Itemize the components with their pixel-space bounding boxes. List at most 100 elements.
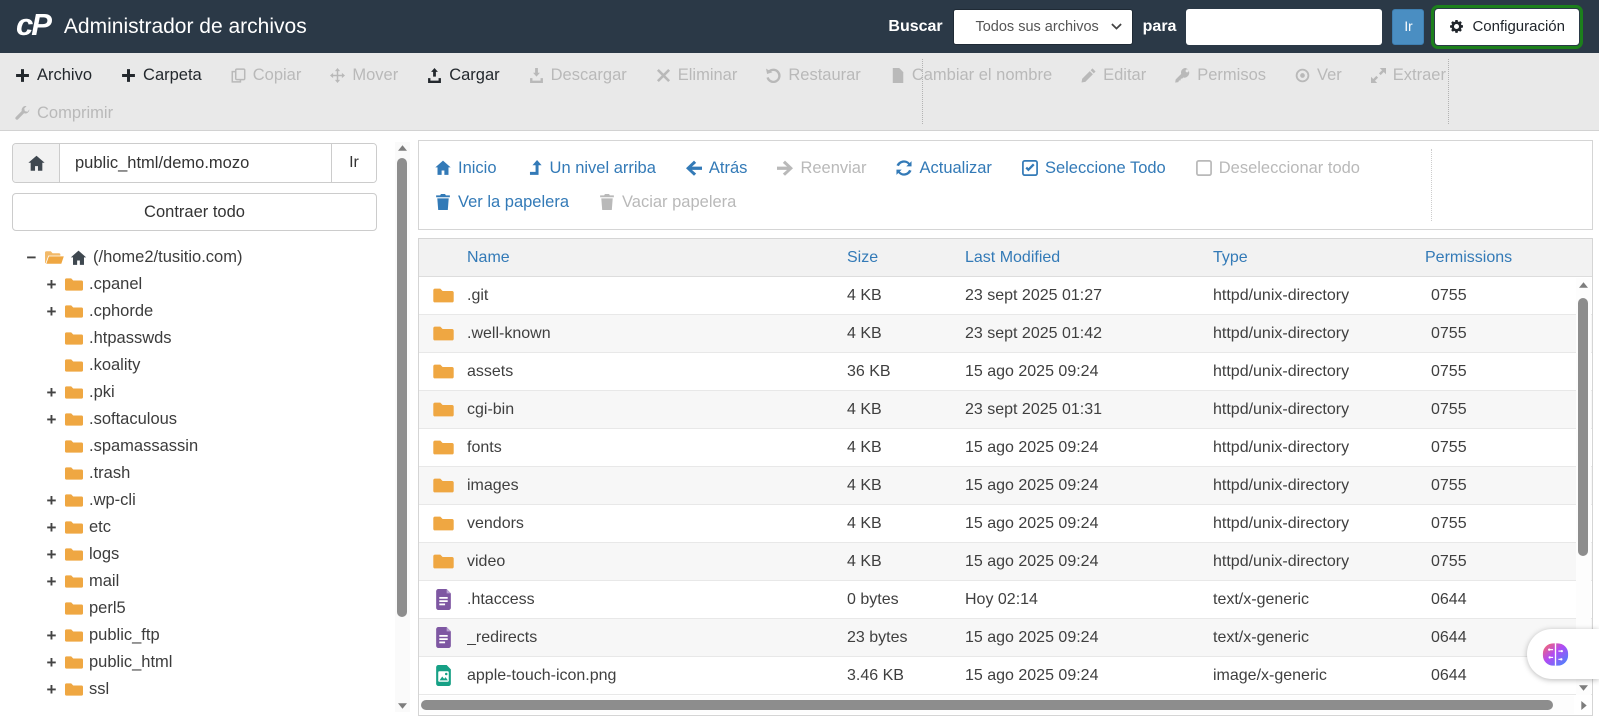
- toolbar-item-copiar[interactable]: Copiar: [231, 66, 301, 85]
- column-header-type[interactable]: Type: [1213, 248, 1248, 266]
- action-toolbar: Archivo Carpeta Copiar Mover Cargar Descargar…: [0, 53, 1599, 131]
- nav-item-deseleccionar-todo[interactable]: Deseleccionar todo: [1196, 159, 1360, 178]
- toolbar-item-archivo[interactable]: Archivo: [15, 66, 92, 85]
- scroll-up-icon[interactable]: [398, 145, 407, 151]
- top-bar: cP Administrador de archivos Buscar Todo…: [0, 0, 1599, 53]
- nav-item-atras[interactable]: Atrás: [686, 159, 747, 178]
- tree-item-pki[interactable]: + .pki: [12, 379, 412, 406]
- toolbar-item-editar[interactable]: Editar: [1081, 66, 1146, 85]
- tree-item-public-ftp[interactable]: + public_ftp: [12, 622, 412, 649]
- tree-item-softaculous[interactable]: + .softaculous: [12, 406, 412, 433]
- plus-expander-icon[interactable]: +: [46, 274, 57, 294]
- plus-expander-icon[interactable]: +: [46, 382, 57, 402]
- tree-item-label: .pki: [89, 383, 115, 401]
- file-row-fonts[interactable]: fonts 4 KB 15 ago 2025 09:24 httpd/unix-dir…: [419, 429, 1592, 467]
- tree-item-cphorde[interactable]: + .cphorde: [12, 298, 412, 325]
- file-row-cgi-bin[interactable]: cgi-bin 4 KB 23 sept 2025 01:31 httpd/unix-…: [419, 391, 1592, 429]
- toolbar-item-extraer[interactable]: Extraer: [1371, 66, 1446, 85]
- search-scope-select[interactable]: Todos sus archivos: [952, 8, 1133, 45]
- path-home-button[interactable]: [13, 144, 60, 182]
- nav-item-inicio[interactable]: Inicio: [435, 159, 497, 178]
- tree-item-home2-tusitio-com[interactable]: − (/home2/tusitio.com): [12, 244, 412, 271]
- tree-item-label: perl5: [89, 599, 126, 617]
- path-go-button[interactable]: Ir: [331, 144, 376, 182]
- scroll-down-icon[interactable]: [398, 703, 407, 709]
- tree-item-trash[interactable]: .trash: [12, 460, 412, 487]
- tree-item-htpasswds[interactable]: .htpasswds: [12, 325, 412, 352]
- settings-button[interactable]: Configuración: [1431, 4, 1583, 49]
- nav-item-vaciar-papelera[interactable]: Vaciar papelera: [599, 193, 736, 212]
- tree-item-logs[interactable]: + logs: [12, 541, 412, 568]
- nav-item-un-nivel-arriba[interactable]: Un nivel arriba: [527, 159, 656, 178]
- nav-item-seleccione-todo[interactable]: Seleccione Todo: [1022, 159, 1166, 178]
- toolbar-item-comprimir[interactable]: Comprimir: [15, 104, 113, 123]
- scroll-up-icon[interactable]: [1579, 282, 1588, 288]
- file-icon-cell: [419, 553, 467, 570]
- tree-item-koality[interactable]: .koality: [12, 352, 412, 379]
- cell-name: cgi-bin: [467, 400, 515, 418]
- toolbar-item-permisos[interactable]: Permisos: [1175, 66, 1266, 85]
- plus-expander-icon[interactable]: +: [46, 301, 57, 321]
- toolbar-item-cambiar-el-nombre[interactable]: Cambiar el nombre: [890, 66, 1052, 85]
- scrollbar-thumb[interactable]: [397, 158, 407, 617]
- toolbar-item-descargar[interactable]: Descargar: [529, 66, 627, 85]
- search-go-button[interactable]: Ir: [1392, 8, 1425, 45]
- file-row-video[interactable]: video 4 KB 15 ago 2025 09:24 httpd/unix-dir…: [419, 543, 1592, 581]
- plus-expander-icon[interactable]: +: [46, 625, 57, 645]
- scrollbar-thumb[interactable]: [1578, 298, 1588, 556]
- search-input[interactable]: [1186, 8, 1383, 45]
- sidebar-scrollbar[interactable]: [395, 142, 410, 712]
- toolbar-item-restaurar[interactable]: Restaurar: [766, 66, 861, 85]
- tree-item-ssl[interactable]: + ssl: [12, 676, 412, 703]
- scroll-down-icon[interactable]: [1579, 685, 1588, 691]
- toolbar-item-eliminar[interactable]: Eliminar: [656, 66, 737, 85]
- tree-item-label: .wp-cli: [89, 491, 136, 509]
- tree-item-cpanel[interactable]: + .cpanel: [12, 271, 412, 298]
- collapse-all-button[interactable]: Contraer todo: [12, 193, 377, 231]
- ai-assistant-button[interactable]: [1527, 629, 1599, 679]
- file-row-htaccess[interactable]: .htaccess 0 bytes Hoy 02:14 text/x-generic 0…: [419, 581, 1592, 619]
- plus-expander-icon[interactable]: +: [46, 652, 57, 672]
- toolbar-item-cargar[interactable]: Cargar: [427, 66, 500, 85]
- toolbar-item-ver[interactable]: Ver: [1295, 66, 1342, 85]
- plus-expander-icon[interactable]: +: [46, 409, 57, 429]
- toolbar-row-1: Archivo Carpeta Copiar Mover Cargar Descargar…: [0, 53, 1599, 97]
- nav-item-actualizar[interactable]: Actualizar: [896, 159, 992, 178]
- tree-item-mail[interactable]: + mail: [12, 568, 412, 595]
- toolbar-item-carpeta[interactable]: Carpeta: [121, 66, 202, 85]
- file-row-git[interactable]: .git 4 KB 23 sept 2025 01:27 httpd/unix-dir…: [419, 277, 1592, 315]
- plus-expander-icon[interactable]: +: [46, 544, 57, 564]
- table-vertical-scrollbar[interactable]: [1576, 278, 1591, 695]
- x-icon: [656, 68, 671, 83]
- column-header-size[interactable]: Size: [847, 248, 879, 266]
- column-header-modified[interactable]: Last Modified: [965, 248, 1061, 266]
- tree-item-perl5[interactable]: perl5: [12, 595, 412, 622]
- plus-expander-icon[interactable]: +: [46, 490, 57, 510]
- file-icon-cell: [419, 401, 467, 418]
- nav-item-ver-la-papelera[interactable]: Ver la papelera: [435, 193, 569, 212]
- tree-item-public-html[interactable]: + public_html: [12, 649, 412, 676]
- minus-expander-icon[interactable]: −: [26, 247, 37, 267]
- plus-expander-icon[interactable]: +: [46, 571, 57, 591]
- scroll-right-icon[interactable]: [1581, 701, 1587, 710]
- column-header-name[interactable]: Name: [467, 248, 510, 266]
- tree-item-etc[interactable]: + etc: [12, 514, 412, 541]
- file-row-assets[interactable]: assets 36 KB 15 ago 2025 09:24 httpd/unix-d…: [419, 353, 1592, 391]
- tree-item-spamassassin[interactable]: .spamassassin: [12, 433, 412, 460]
- plus-expander-icon[interactable]: +: [46, 679, 57, 699]
- table-horizontal-scrollbar[interactable]: [420, 696, 1574, 714]
- toolbar-item-mover[interactable]: Mover: [330, 66, 398, 85]
- file-row-images[interactable]: images 4 KB 15 ago 2025 09:24 httpd/unix-di…: [419, 467, 1592, 505]
- plus-expander-icon[interactable]: +: [46, 517, 57, 537]
- path-input[interactable]: [60, 144, 331, 182]
- scrollbar-thumb[interactable]: [421, 700, 1553, 710]
- nav-item-reenviar[interactable]: Reenviar: [777, 159, 866, 178]
- left-icon: [686, 160, 702, 176]
- file-row-redirects[interactable]: _redirects 23 bytes 15 ago 2025 09:24 text/…: [419, 619, 1592, 657]
- file-row-apple-touch-icon-png[interactable]: apple-touch-icon.png 3.46 KB 15 ago 2025 0…: [419, 657, 1592, 695]
- directory-tree: − (/home2/tusitio.com) + .cpanel + .cphorde .h…: [12, 244, 412, 703]
- file-row-vendors[interactable]: vendors 4 KB 15 ago 2025 09:24 httpd/unix-d…: [419, 505, 1592, 543]
- column-header-permissions[interactable]: Permissions: [1425, 248, 1513, 266]
- file-row-well-known[interactable]: .well-known 4 KB 23 sept 2025 01:42 httpd/u…: [419, 315, 1592, 353]
- tree-item-wp-cli[interactable]: + .wp-cli: [12, 487, 412, 514]
